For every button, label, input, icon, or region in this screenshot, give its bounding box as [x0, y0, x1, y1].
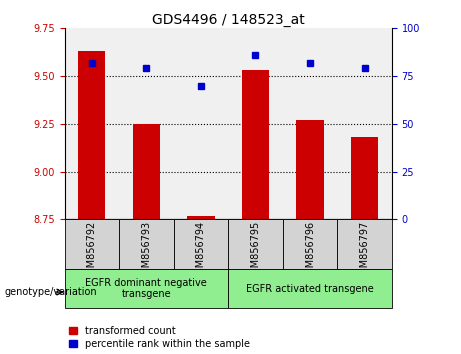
Text: GSM856793: GSM856793 — [142, 221, 151, 280]
Text: GSM856792: GSM856792 — [87, 221, 97, 280]
Text: GSM856797: GSM856797 — [360, 221, 370, 280]
Text: EGFR dominant negative
transgene: EGFR dominant negative transgene — [85, 278, 207, 299]
Bar — [228, 269, 392, 308]
Bar — [187, 216, 214, 219]
Bar — [119, 219, 174, 269]
Text: EGFR activated transgene: EGFR activated transgene — [246, 284, 374, 293]
Text: genotype/variation: genotype/variation — [5, 287, 97, 297]
Bar — [133, 124, 160, 219]
Bar — [296, 120, 324, 219]
Bar — [283, 219, 337, 269]
Text: GSM856794: GSM856794 — [196, 221, 206, 280]
Text: GSM856796: GSM856796 — [305, 221, 315, 280]
Bar — [242, 70, 269, 219]
Title: GDS4496 / 148523_at: GDS4496 / 148523_at — [152, 13, 305, 27]
Bar — [337, 219, 392, 269]
Bar — [65, 269, 228, 308]
Bar — [78, 51, 106, 219]
Bar — [351, 137, 378, 219]
Text: GSM856795: GSM856795 — [250, 221, 260, 280]
Bar — [174, 219, 228, 269]
Legend: transformed count, percentile rank within the sample: transformed count, percentile rank withi… — [70, 326, 250, 349]
Bar — [65, 219, 119, 269]
Bar — [228, 219, 283, 269]
